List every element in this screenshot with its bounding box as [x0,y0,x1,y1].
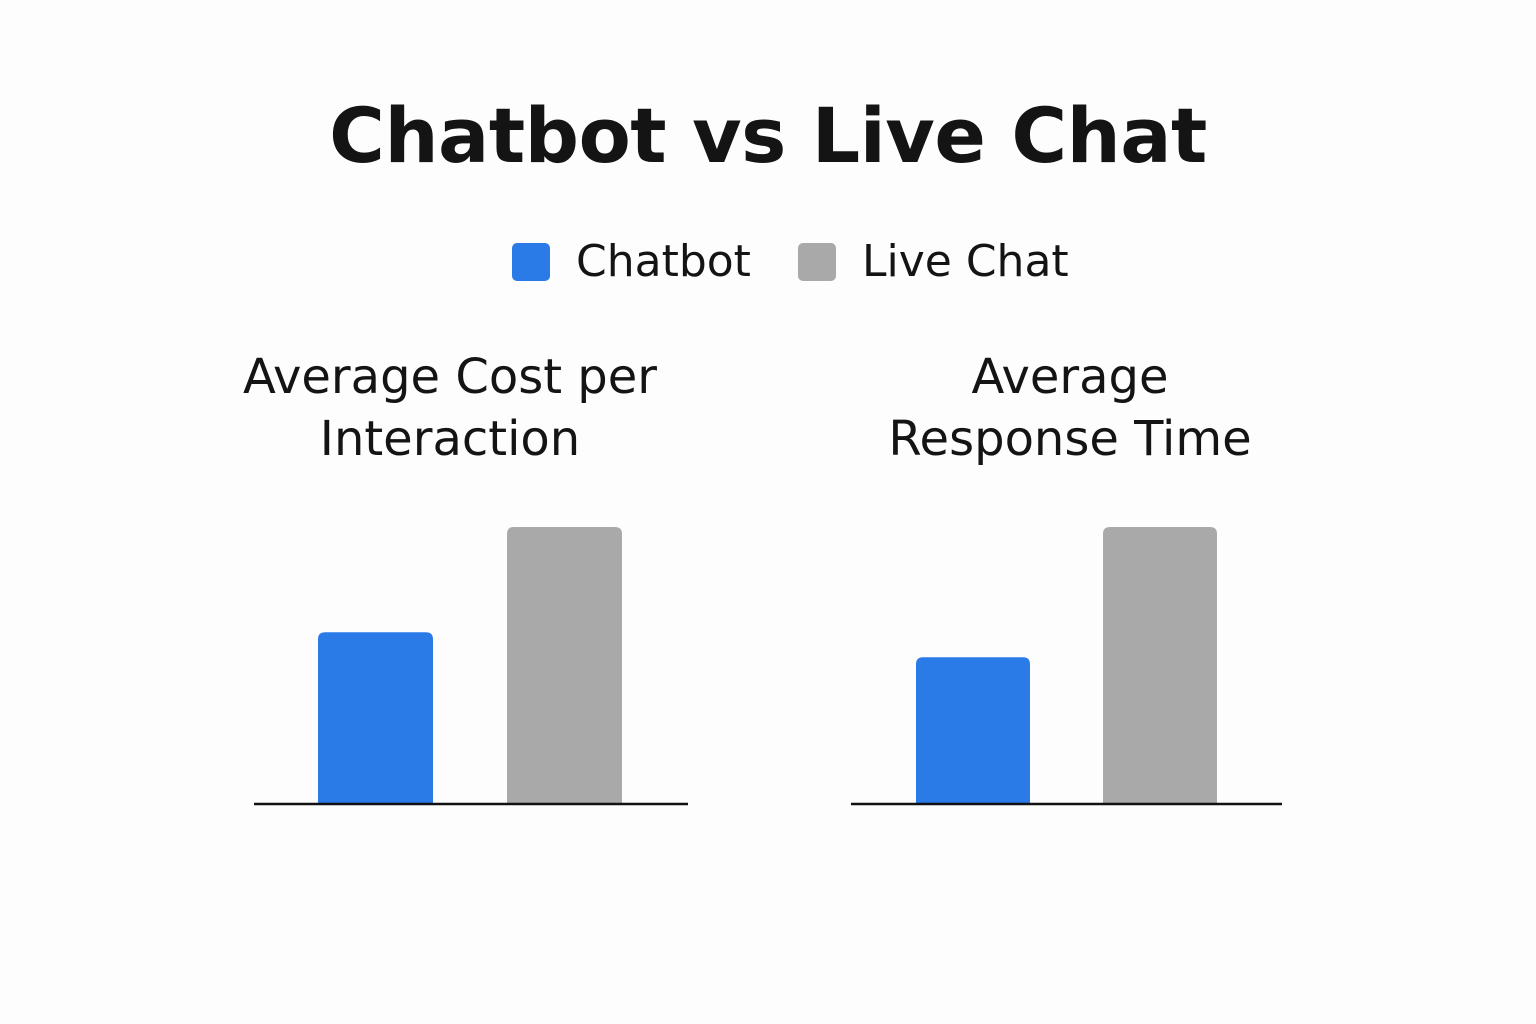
panel-title-cost: Average Cost per Interaction [242,349,658,467]
legend-label-chatbot: Chatbot [576,236,751,287]
chart-panel-response-time [851,527,1282,806]
chart-title: Chatbot vs Live Chat [329,91,1207,180]
legend-label-live-chat: Live Chat [862,236,1069,287]
legend-swatch-chatbot [512,243,550,281]
bar-cost-chatbot [318,632,433,804]
legend: Chatbot Live Chat [0,236,1536,288]
bar-response-time-live-chat [1103,527,1217,804]
legend-item-live-chat: Live Chat [798,236,1069,288]
legend-swatch-live-chat [798,243,836,281]
bar-cost-live-chat [507,527,622,804]
bar-response-time-chatbot [916,657,1030,804]
panel-title-response-time: Average Response Time [888,349,1252,467]
chart-panel-cost [254,527,688,806]
legend-item-chatbot: Chatbot [512,236,751,288]
